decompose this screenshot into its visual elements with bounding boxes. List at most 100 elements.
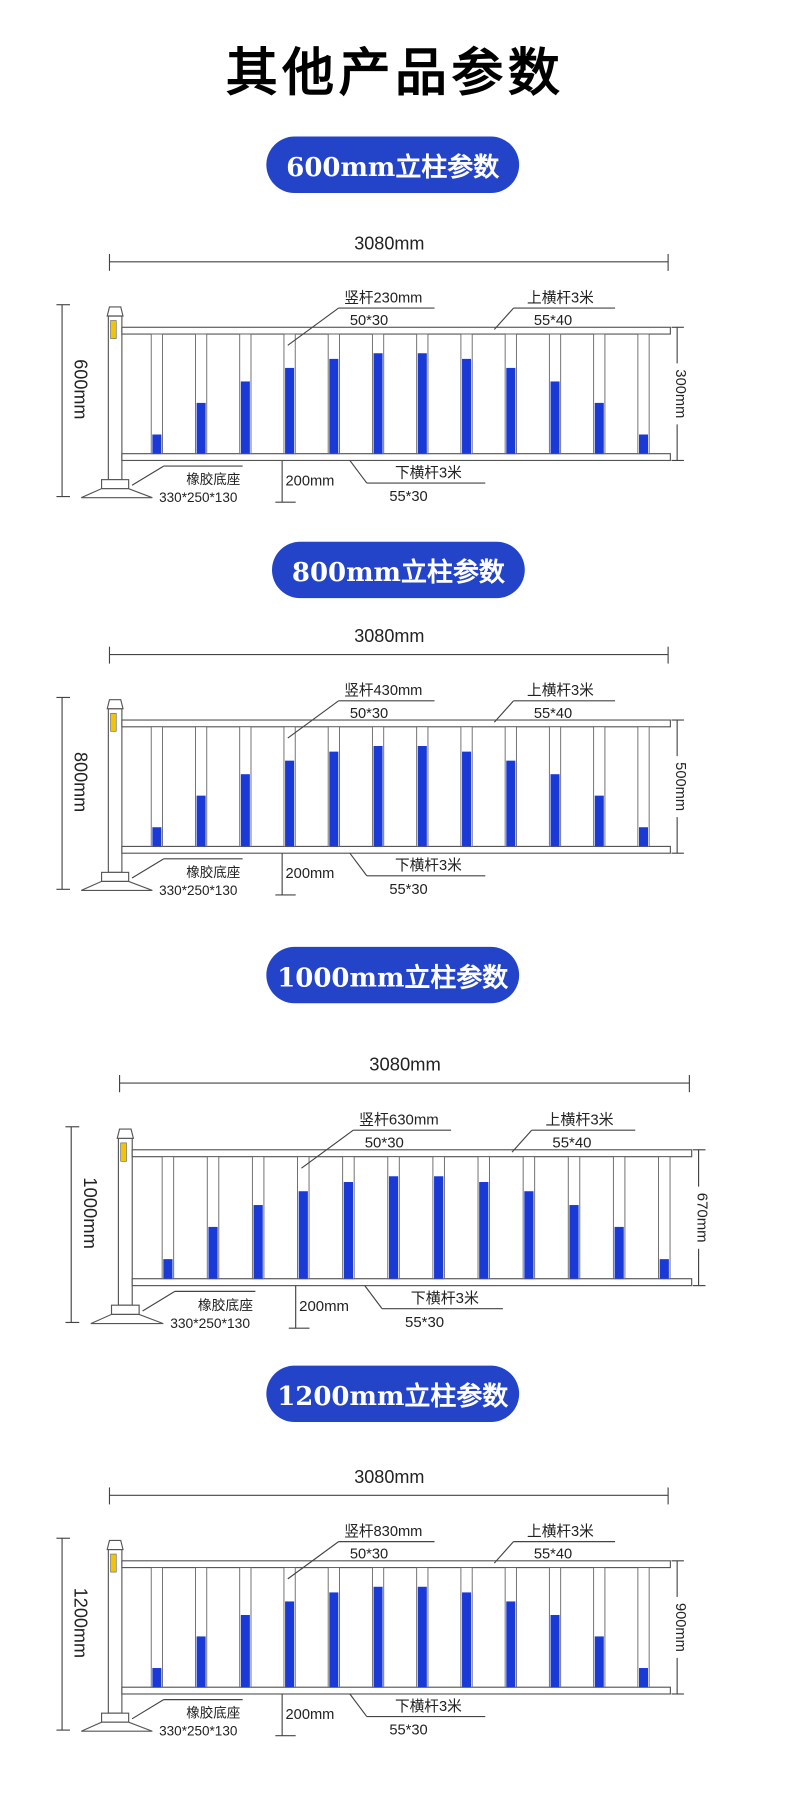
bar-blue-fill	[594, 1636, 604, 1688]
bar-blue-fill	[373, 1586, 383, 1688]
leader-line	[287, 307, 339, 346]
base-collar	[101, 871, 130, 882]
reflector	[120, 1142, 127, 1162]
leader-line	[287, 1541, 339, 1580]
label-bg	[672, 363, 689, 425]
bar-blue-fill	[298, 1191, 308, 1279]
page-title: 其他产品参数	[225, 41, 565, 103]
post-cap	[106, 306, 124, 317]
post-height-label: 600mm	[70, 359, 90, 419]
fence-diagram: 3080mm 1200mm 900mm 竖杆830mm 50*30 上横杆3米 55*40 下…	[56, 1467, 689, 1739]
bar-blue-fill	[253, 1205, 263, 1279]
leader-line	[131, 858, 164, 879]
bar-blue-fill	[638, 827, 649, 847]
base-label: 橡胶底座	[186, 864, 240, 880]
reflector	[110, 320, 117, 339]
top-rail-label: 上横杆3米	[545, 1111, 613, 1128]
bottom-rail-label: 下横杆3米	[411, 1290, 479, 1307]
bar-blue-fill	[506, 760, 516, 847]
clearance-label: 200mm	[299, 1298, 349, 1315]
bottom-rail-size: 55*30	[389, 489, 427, 505]
bar-blue-fill	[388, 1176, 399, 1279]
bar-blue-fill	[479, 1182, 489, 1279]
top-rail-label: 上横杆3米	[527, 682, 594, 699]
bottom-rail-label: 下横杆3米	[395, 1698, 462, 1715]
label-bg	[693, 1186, 711, 1249]
bar-blue-fill	[163, 1259, 173, 1279]
bottom-rail-size: 55*30	[389, 1723, 427, 1739]
section-heading-1000: 1000mm立柱参数	[266, 946, 520, 1004]
total-length-label: 3080mm	[369, 1053, 441, 1074]
vertical-bar-label: 竖杆830mm	[344, 1523, 422, 1540]
bar-blue-fill	[285, 760, 295, 847]
top-rail-label: 上横杆3米	[527, 1523, 594, 1540]
bottom-rail-label: 下横杆3米	[395, 857, 462, 874]
bar-blue-fill	[550, 774, 560, 847]
reflector	[110, 1553, 117, 1573]
post-cap	[106, 699, 124, 710]
rubber-base	[81, 488, 153, 499]
post	[107, 315, 123, 481]
bottom-rail-size: 55*30	[389, 882, 427, 898]
bar-blue-fill	[550, 381, 560, 454]
base-size-label: 330*250*130	[159, 490, 237, 505]
vertical-bar-size: 50*30	[350, 313, 388, 329]
post-cap	[116, 1128, 135, 1139]
bar-blue-fill	[196, 1636, 206, 1688]
bar-blue-fill	[524, 1191, 534, 1279]
base-collar	[101, 1712, 130, 1723]
total-length-label: 3080mm	[354, 626, 424, 646]
leader-line	[131, 1699, 164, 1720]
leader-line	[349, 1693, 368, 1717]
base-collar	[110, 1304, 140, 1315]
post-cap	[106, 1539, 124, 1551]
bar-blue-fill	[285, 1601, 295, 1688]
post	[107, 708, 123, 873]
total-length-label: 3080mm	[354, 1467, 424, 1487]
bar-blue-fill	[208, 1226, 218, 1279]
clearance-label: 200mm	[286, 866, 335, 882]
leader-line	[349, 852, 368, 877]
fence-diagram: 3080mm 1000mm 670mm 竖杆630mm 50*30 上横杆3米 55*40 下…	[65, 1053, 710, 1331]
rubber-base	[81, 880, 153, 892]
vertical-bar-size: 50*30	[365, 1134, 404, 1151]
bar-blue-fill	[569, 1205, 579, 1279]
bar-blue-fill	[329, 1592, 339, 1688]
bottom-rail	[131, 1278, 693, 1287]
bar-blue-fill	[373, 745, 383, 847]
bar-blue-fill	[373, 353, 383, 454]
top-rail	[121, 719, 671, 728]
bar-blue-fill	[550, 1614, 560, 1688]
bar-blue-fill	[506, 367, 516, 454]
label-bg	[672, 756, 689, 818]
bar-blue-fill	[638, 1668, 649, 1688]
bottom-rail	[121, 845, 671, 854]
rubber-base	[81, 1721, 153, 1732]
top-rail	[121, 1560, 671, 1569]
vertical-bar-size: 50*30	[350, 1547, 388, 1563]
section-heading-600: 600mm立柱参数	[266, 136, 520, 193]
bar-blue-fill	[329, 751, 339, 847]
bar-blue-fill	[659, 1259, 669, 1279]
top-rail-size: 55*40	[534, 313, 572, 329]
section-heading-800: 800mm立柱参数	[271, 541, 525, 599]
base-label: 橡胶底座	[198, 1297, 253, 1313]
top-rail-size: 55*40	[534, 1547, 572, 1563]
bar-blue-fill	[196, 795, 206, 847]
bar-blue-fill	[417, 353, 427, 454]
post	[117, 1137, 133, 1306]
leader-line	[349, 460, 368, 484]
vertical-bar-label: 竖杆430mm	[344, 682, 422, 699]
leader-line	[511, 1129, 533, 1153]
top-rail	[131, 1149, 693, 1158]
section-heading-1200: 1200mm立柱参数	[266, 1365, 520, 1422]
bar-blue-fill	[462, 358, 472, 454]
bar-blue-fill	[285, 367, 295, 454]
bar-blue-fill	[152, 827, 162, 847]
post-height-label: 1200mm	[70, 1588, 90, 1658]
post-height-label: 800mm	[70, 752, 90, 812]
reflector	[110, 712, 117, 732]
base-size-label: 330*250*130	[159, 1724, 237, 1739]
